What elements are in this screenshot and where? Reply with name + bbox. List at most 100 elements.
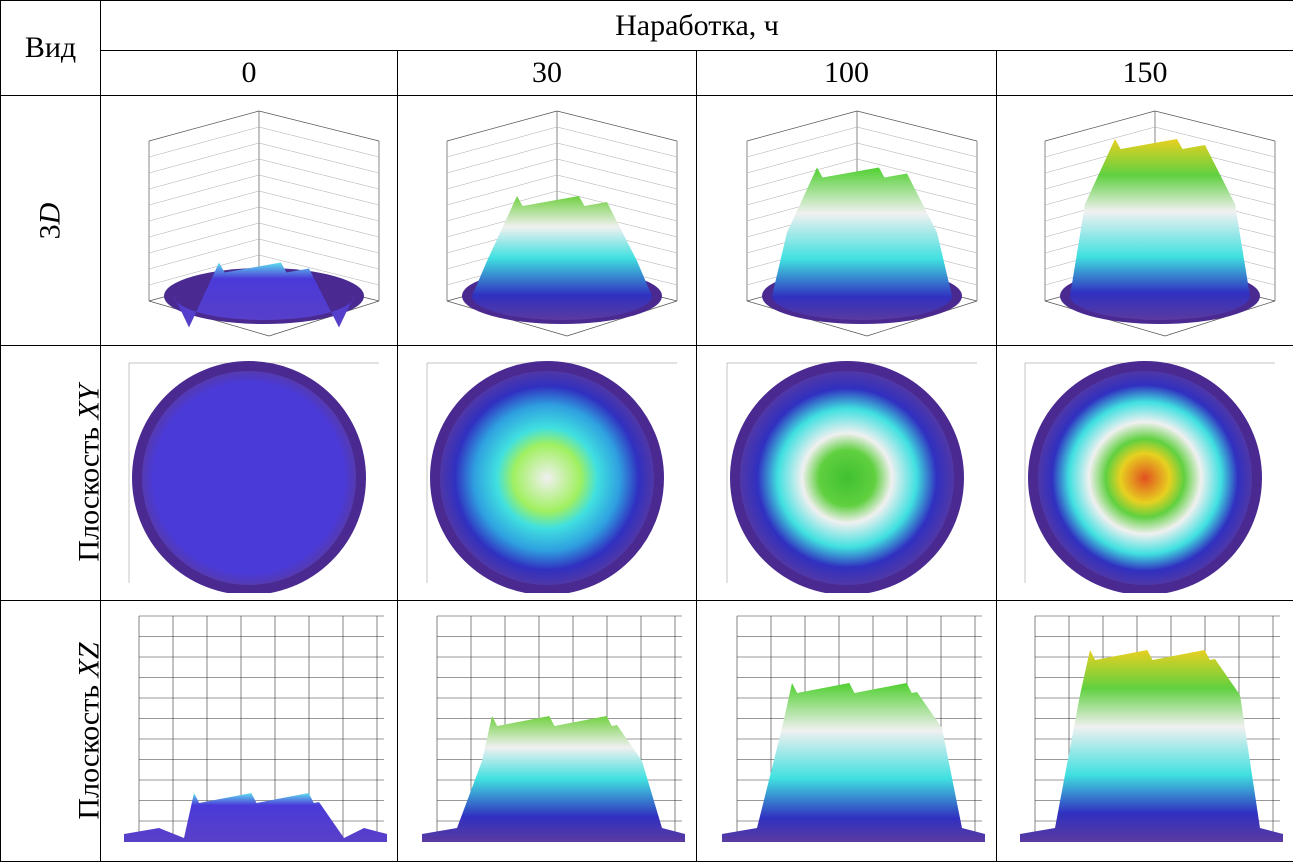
grid xyxy=(148,174,260,205)
image-cell xyxy=(996,600,1293,862)
frame xyxy=(1154,110,1276,141)
profile xyxy=(1020,650,1283,842)
frame xyxy=(556,110,678,141)
frame xyxy=(1044,110,1156,141)
surface-image xyxy=(426,361,677,593)
frame xyxy=(268,300,380,336)
grid xyxy=(446,142,558,173)
surface-image xyxy=(422,615,685,842)
frame xyxy=(446,110,558,141)
grid xyxy=(148,142,260,173)
surface xyxy=(435,366,659,590)
image-cell xyxy=(100,345,398,601)
label-axis: D xyxy=(33,202,67,224)
frame xyxy=(258,110,380,141)
label-text: Плоскость xyxy=(72,684,101,820)
surface-image xyxy=(148,110,380,336)
mound xyxy=(174,262,354,327)
grid xyxy=(856,126,977,157)
column-header: 0 xyxy=(100,50,398,96)
image-cell xyxy=(100,600,398,862)
grid xyxy=(258,142,380,173)
column-header: 30 xyxy=(397,50,697,96)
group-header: Наработка, ч xyxy=(100,0,1293,51)
grid xyxy=(148,206,260,237)
surface-image xyxy=(721,615,985,842)
rim xyxy=(729,361,964,593)
surface-image xyxy=(1044,110,1276,336)
grid xyxy=(258,158,380,189)
profile xyxy=(422,716,685,842)
profile xyxy=(721,683,985,842)
image-cell xyxy=(996,95,1293,346)
grid xyxy=(258,174,380,205)
grid xyxy=(556,174,678,205)
grid xyxy=(148,254,260,285)
row-label: Плоскость XY xyxy=(72,384,101,562)
grid xyxy=(258,238,380,269)
grid xyxy=(556,142,678,173)
label-text: Плоскость xyxy=(72,426,101,562)
surface-image xyxy=(746,110,977,336)
frame xyxy=(856,110,977,141)
image-cell xyxy=(696,345,997,601)
grid xyxy=(446,174,558,205)
label-axis: XY xyxy=(72,384,101,420)
grid xyxy=(148,158,260,189)
corner-cell: Вид xyxy=(0,0,101,96)
mound xyxy=(472,195,652,320)
row-label: 3D xyxy=(33,202,67,239)
group-label: Наработка, ч xyxy=(615,8,779,42)
image-cell xyxy=(996,345,1293,601)
frame xyxy=(746,110,857,141)
column-header: 150 xyxy=(996,50,1293,96)
surface-image xyxy=(124,615,387,842)
corner-label: Вид xyxy=(24,31,77,64)
grid xyxy=(148,126,260,157)
label-axis: XZ xyxy=(72,642,101,678)
grid xyxy=(446,190,558,221)
surface xyxy=(1033,366,1257,590)
frame xyxy=(866,300,977,336)
rim xyxy=(132,361,366,593)
grid xyxy=(856,142,977,173)
grid xyxy=(556,190,678,221)
image-cell xyxy=(100,95,398,346)
frame xyxy=(566,300,678,336)
surface-image xyxy=(1020,615,1283,842)
label-text: 3 xyxy=(33,223,67,239)
frame xyxy=(148,110,260,141)
grid xyxy=(556,126,678,157)
grid xyxy=(148,222,260,253)
grid xyxy=(148,238,260,269)
image-cell xyxy=(397,600,697,862)
surface-image xyxy=(446,110,678,336)
image-cell xyxy=(397,345,697,601)
row-label-cell: Плоскость XZ xyxy=(0,600,101,862)
grid xyxy=(746,142,857,173)
surface xyxy=(137,366,361,590)
grid xyxy=(258,206,380,237)
frame xyxy=(1164,300,1276,336)
grid xyxy=(446,158,558,189)
rim xyxy=(430,361,664,593)
profile xyxy=(124,793,387,842)
grid xyxy=(258,126,380,157)
grid xyxy=(1154,126,1276,157)
grid xyxy=(746,126,857,157)
row-label: Плоскость XZ xyxy=(72,642,101,820)
grid xyxy=(856,158,977,189)
grid xyxy=(258,254,380,285)
image-cell xyxy=(397,95,697,346)
surface-image xyxy=(1024,361,1275,593)
grid xyxy=(258,222,380,253)
grid xyxy=(556,158,678,189)
rim xyxy=(1028,361,1262,593)
row-label-cell: 3D xyxy=(0,95,101,346)
mound xyxy=(1070,138,1250,320)
column-header: 100 xyxy=(696,50,997,96)
mound xyxy=(771,167,952,320)
grid xyxy=(446,126,558,157)
